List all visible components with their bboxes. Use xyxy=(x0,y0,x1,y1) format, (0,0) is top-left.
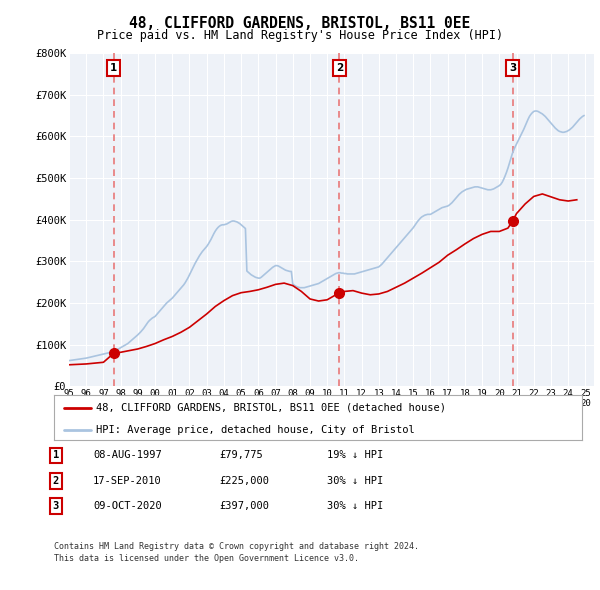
Text: 30% ↓ HPI: 30% ↓ HPI xyxy=(327,501,383,510)
Text: 3: 3 xyxy=(509,63,516,73)
Text: £225,000: £225,000 xyxy=(219,476,269,486)
Text: 1: 1 xyxy=(53,451,59,460)
Text: 48, CLIFFORD GARDENS, BRISTOL, BS11 0EE (detached house): 48, CLIFFORD GARDENS, BRISTOL, BS11 0EE … xyxy=(96,403,446,412)
Text: 2: 2 xyxy=(336,63,343,73)
Text: 2: 2 xyxy=(53,476,59,486)
Text: £79,775: £79,775 xyxy=(219,451,263,460)
Text: £397,000: £397,000 xyxy=(219,501,269,510)
Text: HPI: Average price, detached house, City of Bristol: HPI: Average price, detached house, City… xyxy=(96,425,415,435)
Text: 09-OCT-2020: 09-OCT-2020 xyxy=(93,501,162,510)
Text: 48, CLIFFORD GARDENS, BRISTOL, BS11 0EE: 48, CLIFFORD GARDENS, BRISTOL, BS11 0EE xyxy=(130,16,470,31)
Text: 19% ↓ HPI: 19% ↓ HPI xyxy=(327,451,383,460)
Text: This data is licensed under the Open Government Licence v3.0.: This data is licensed under the Open Gov… xyxy=(54,554,359,563)
Text: 1: 1 xyxy=(110,63,118,73)
Text: Contains HM Land Registry data © Crown copyright and database right 2024.: Contains HM Land Registry data © Crown c… xyxy=(54,542,419,552)
Text: Price paid vs. HM Land Registry's House Price Index (HPI): Price paid vs. HM Land Registry's House … xyxy=(97,29,503,42)
Text: 08-AUG-1997: 08-AUG-1997 xyxy=(93,451,162,460)
Text: 17-SEP-2010: 17-SEP-2010 xyxy=(93,476,162,486)
Text: 30% ↓ HPI: 30% ↓ HPI xyxy=(327,476,383,486)
Text: 3: 3 xyxy=(53,501,59,510)
